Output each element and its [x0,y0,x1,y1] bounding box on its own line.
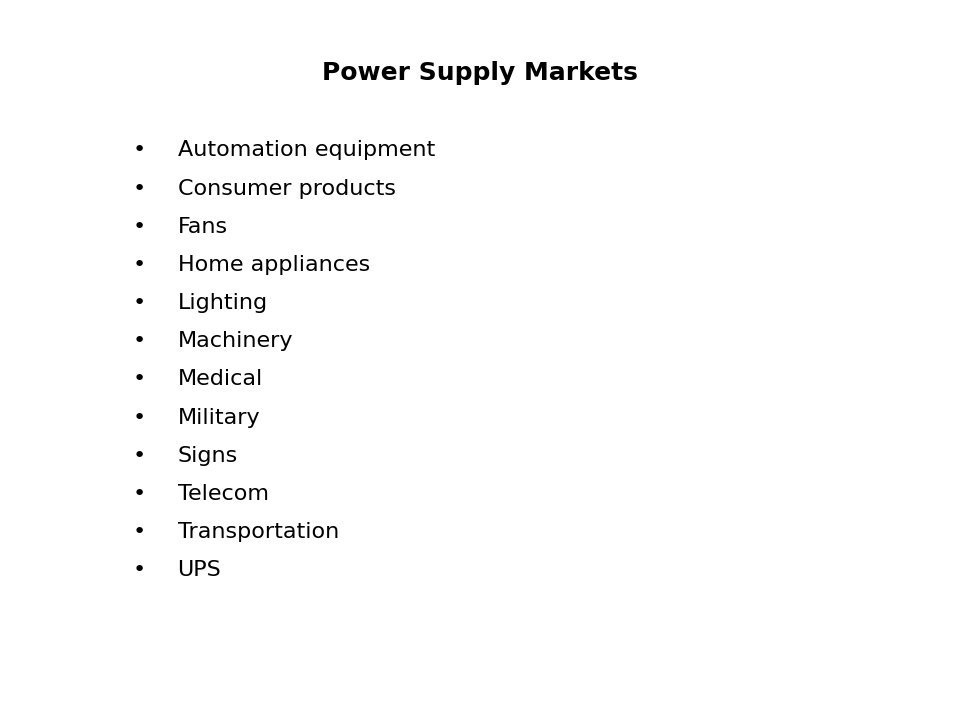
Text: Medical: Medical [178,369,263,390]
Text: •: • [132,522,146,542]
Text: •: • [132,217,146,237]
Text: Military: Military [178,408,260,428]
Text: Fans: Fans [178,217,228,237]
Text: Lighting: Lighting [178,293,268,313]
Text: Transportation: Transportation [178,522,339,542]
Text: Automation equipment: Automation equipment [178,140,435,161]
Text: Power Supply Markets: Power Supply Markets [322,61,638,85]
Text: •: • [132,140,146,161]
Text: •: • [132,408,146,428]
Text: Consumer products: Consumer products [178,179,396,199]
Text: •: • [132,255,146,275]
Text: •: • [132,484,146,504]
Text: •: • [132,369,146,390]
Text: •: • [132,560,146,580]
Text: UPS: UPS [178,560,222,580]
Text: Machinery: Machinery [178,331,293,351]
Text: •: • [132,331,146,351]
Text: Telecom: Telecom [178,484,269,504]
Text: •: • [132,446,146,466]
Text: •: • [132,293,146,313]
Text: •: • [132,179,146,199]
Text: Home appliances: Home appliances [178,255,370,275]
Text: Signs: Signs [178,446,238,466]
